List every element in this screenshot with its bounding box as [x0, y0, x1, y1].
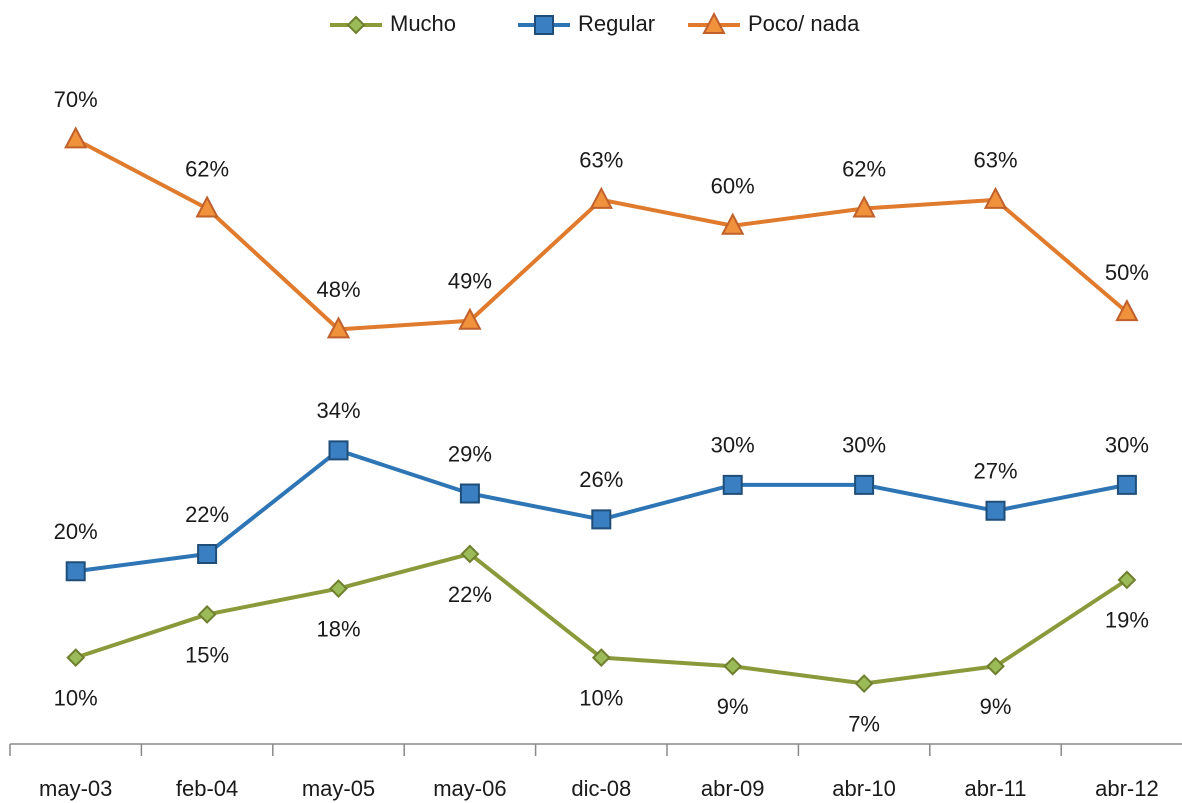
x-tick-label: may-03	[39, 776, 112, 801]
point-marker	[986, 656, 1005, 676]
data-label: 9%	[980, 694, 1012, 719]
legend-label: Poco/ nada	[748, 11, 860, 36]
data-label: 18%	[316, 616, 360, 641]
data-label: 60%	[711, 174, 755, 199]
data-label: 70%	[54, 87, 98, 112]
data-label: 34%	[316, 398, 360, 423]
point-marker	[722, 474, 743, 495]
point-marker	[1117, 570, 1137, 590]
data-label: 10%	[579, 685, 623, 710]
point-marker	[589, 186, 613, 209]
point-marker	[591, 509, 612, 530]
data-label: 22%	[185, 502, 229, 527]
point-marker	[66, 648, 86, 668]
data-label: 20%	[54, 519, 98, 544]
data-label: 49%	[448, 269, 492, 294]
data-label: 22%	[448, 582, 492, 607]
data-label: 48%	[316, 277, 360, 302]
x-tick-label: dic-08	[571, 776, 631, 801]
point-marker	[459, 483, 480, 504]
legend-marker	[702, 11, 726, 34]
data-label: 19%	[1105, 608, 1149, 633]
data-label: 62%	[842, 156, 886, 181]
x-tick-label: abr-10	[832, 776, 896, 801]
point-marker	[65, 561, 86, 582]
point-marker	[723, 656, 743, 676]
data-label: 50%	[1105, 260, 1149, 285]
point-marker	[854, 474, 875, 495]
point-marker	[326, 316, 351, 339]
data-label: 15%	[185, 642, 229, 667]
point-marker	[1116, 474, 1137, 495]
x-tick-label: abr-09	[701, 776, 765, 801]
point-marker	[852, 195, 876, 218]
legend-label: Regular	[578, 11, 655, 36]
point-marker	[458, 307, 482, 330]
point-marker	[329, 579, 348, 598]
point-marker	[64, 126, 88, 149]
data-label: 30%	[842, 433, 886, 458]
data-label: 30%	[711, 433, 755, 458]
point-marker	[197, 605, 217, 624]
data-label: 62%	[185, 156, 229, 181]
legend-marker	[346, 15, 366, 35]
point-marker	[460, 544, 480, 564]
data-label: 63%	[973, 148, 1017, 173]
data-label: 9%	[717, 694, 749, 719]
point-marker	[591, 648, 611, 668]
x-tick-label: may-06	[433, 776, 506, 801]
x-tick-label: may-05	[302, 776, 375, 801]
x-tick-label: abr-11	[965, 776, 1027, 801]
point-marker	[1115, 298, 1139, 322]
point-marker	[195, 195, 219, 218]
data-label: 7%	[848, 711, 880, 736]
data-label: 30%	[1105, 433, 1149, 458]
data-label: 63%	[579, 148, 623, 173]
point-marker	[721, 212, 745, 235]
data-label: 26%	[579, 467, 623, 492]
x-tick-label: abr-12	[1095, 776, 1159, 801]
legend-label: Mucho	[390, 11, 456, 36]
x-tick-label: feb-04	[176, 776, 238, 801]
point-marker	[197, 543, 218, 564]
point-marker	[328, 440, 349, 461]
data-label: 29%	[448, 441, 492, 466]
point-marker	[854, 674, 874, 693]
point-marker	[985, 500, 1006, 521]
point-marker	[983, 186, 1008, 209]
data-label: 27%	[973, 459, 1017, 484]
data-label: 10%	[54, 685, 98, 710]
legend-marker	[534, 15, 554, 35]
